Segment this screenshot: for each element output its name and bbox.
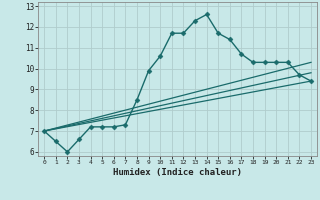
X-axis label: Humidex (Indice chaleur): Humidex (Indice chaleur) [113,168,242,177]
